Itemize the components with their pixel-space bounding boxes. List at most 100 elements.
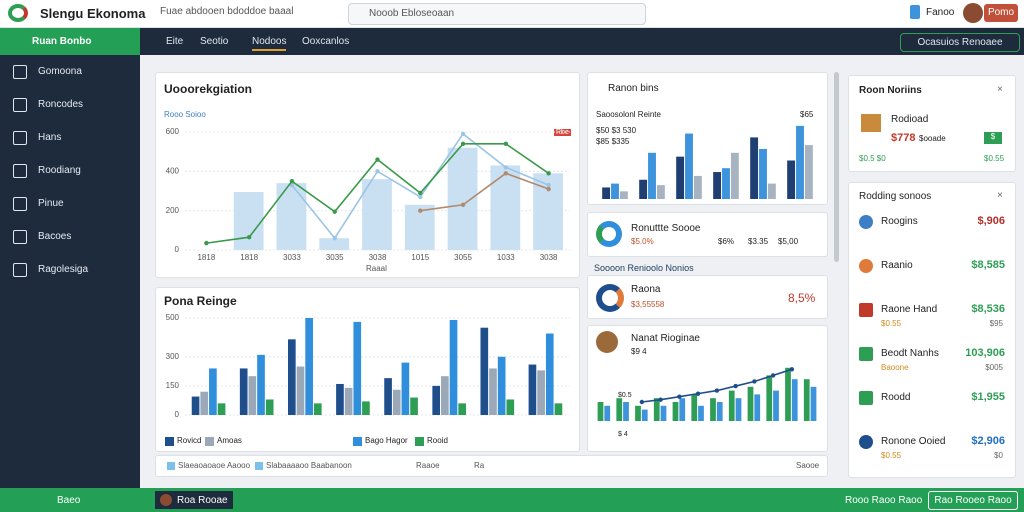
item-value: $6% [718,237,735,246]
bar [233,191,264,250]
point [460,131,466,137]
bar [722,168,730,199]
row-sub: $0 [994,451,1003,460]
sidebar-item[interactable]: Hans [38,132,62,143]
sidebar-icon [13,131,27,145]
list-item[interactable]: Ronuttte Soooe $5.0% $6% $3.35 $5,00 [587,212,828,257]
scrollbar[interactable] [834,72,839,262]
row-sub: $0.55 [881,451,902,460]
logo[interactable] [8,4,28,22]
sidebar-item[interactable]: Roodiang [38,165,81,176]
nav-tab[interactable]: Ooxcanlos [302,36,350,47]
row-icon [859,347,873,361]
bar [480,327,489,415]
avatar[interactable] [963,3,983,23]
point [204,240,209,246]
sidebar-icon [13,197,27,211]
bar [803,379,810,421]
bar [735,398,742,421]
point [332,209,337,214]
nav-button[interactable]: Ocasuios Renoaee [900,33,1020,52]
search-field[interactable]: Nooob Ebloseoaan [348,3,646,25]
foot: $0.55 [984,154,1005,163]
list-item[interactable]: Raona $3,55558 8,5% [587,275,828,319]
nav-tab[interactable]: Nodoos [252,36,287,51]
x-tick-label: 3038 [540,253,558,262]
footer-item[interactable]: Slaeaoaoaoe Aaooo [178,461,251,470]
bar-chart: 0 150 300 500 [166,313,570,419]
panel-subtitle: Saoosolonl Reinte [596,110,661,119]
sidebar-item[interactable]: Pinue [38,198,64,209]
point [789,367,795,372]
sidebar-item[interactable]: Gomoona [38,66,82,77]
user-chip[interactable]: Roa Rooae [155,491,233,509]
point [639,399,645,405]
legend-label[interactable]: Rovicd [177,436,202,445]
close-button[interactable]: × [997,84,1003,95]
row-value: $8,536 [971,303,1005,315]
action-button[interactable]: Pomo [984,4,1018,22]
panel-title: Uooorekgiation [164,82,253,96]
bar [791,379,798,421]
user-link[interactable]: Fanoo [926,7,955,18]
bar [730,152,739,199]
y-tick-label: 500 [166,313,180,322]
legend-label[interactable]: Amoas [217,436,242,445]
donut-icon [596,221,622,247]
bar [336,383,344,415]
status-text: Baeo [57,495,81,506]
chart-panel: Pona Reinge [155,287,580,452]
stat-line: $50 $3 530 [596,126,637,135]
footer-item[interactable]: Raaoe [416,461,440,470]
panel-subtitle: Rooo Soioo [164,110,206,119]
row-name[interactable]: Beodt Nanhs [881,348,939,359]
row-name[interactable]: Raanio [881,260,913,271]
bar [441,376,449,415]
bar [296,366,305,415]
sidebar: Gomoona Roncodes Hans Roodiang Pinue Bacoes Ra… [0,55,140,488]
row-icon [859,303,873,317]
bar [490,165,521,250]
sidebar-item[interactable]: Roncodes [38,99,84,110]
row-name[interactable]: Roogins [881,216,918,227]
point [714,388,720,393]
sidebar-item[interactable]: Ragolesiga [38,264,89,275]
row-icon [859,259,873,273]
nav-tab[interactable]: Seotio [200,36,229,47]
sidebar-icon [13,263,27,277]
footer-item[interactable]: Ra [474,461,485,470]
point [246,235,252,240]
footer-item[interactable]: Slabaaaaoo Baabanoon [266,461,352,470]
point [289,182,295,188]
sidebar-item[interactable]: Bacoes [38,231,72,242]
bar [362,401,370,415]
badge: $ [984,132,1002,144]
point [752,379,757,384]
donut-icon [596,284,624,312]
row-name[interactable]: Roodd [881,392,911,403]
y-tick-label: 150 [166,381,180,390]
bar [602,187,611,199]
footer-item[interactable]: Saooe [796,461,820,470]
legend-label[interactable]: Bago Hagor [365,436,408,445]
point [733,383,738,389]
nav-tab[interactable]: Eite [166,36,184,47]
bar [619,191,628,199]
sidebar-icon [13,98,27,112]
point [418,194,423,200]
bar [648,152,656,199]
bar [691,394,698,421]
row-name[interactable]: Ronone Ooied [881,436,946,447]
search-box[interactable]: Fuae abdooen bdoddoe baaal [160,6,294,17]
status-button[interactable]: Rao Rooeo Raoo [928,491,1018,510]
section-title: Ruan Bonbo [32,36,92,47]
row-name[interactable]: Raone Hand [881,304,938,315]
promo-panel: Roon Noriins × Rodioad $778 $ooade $ $0.… [848,75,1016,172]
close-button[interactable]: × [997,190,1003,201]
legend-label[interactable]: Rooid [427,436,448,445]
bar [754,394,761,421]
stat-corner: $65 [800,110,814,119]
bar [353,321,362,415]
icon[interactable] [910,5,920,19]
bar [401,362,410,415]
